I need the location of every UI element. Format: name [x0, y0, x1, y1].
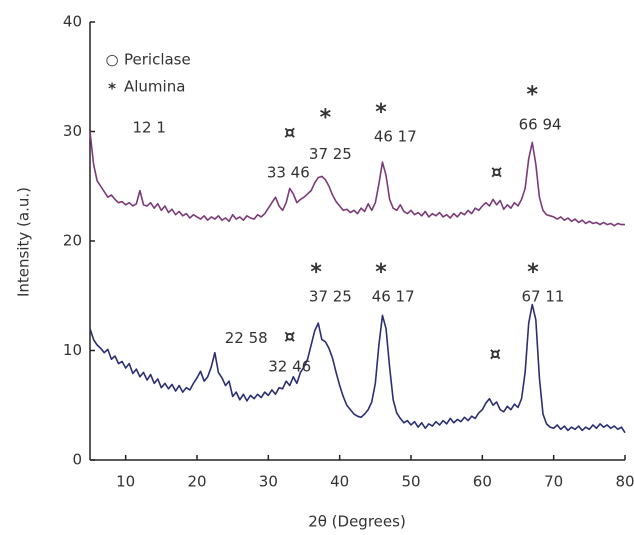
annotation: 12 1 — [133, 119, 166, 137]
annotation: * — [527, 82, 539, 107]
annotation: * — [375, 100, 387, 125]
x-axis-label: 2θ (Degrees) — [308, 513, 406, 531]
annotation: 37 25 — [309, 287, 352, 305]
annotation: * — [527, 260, 539, 285]
annotation: ¤ — [284, 123, 295, 144]
annotation: * — [320, 105, 332, 130]
annotation: * — [375, 260, 387, 285]
annotation: 32 46 — [268, 357, 311, 375]
annotation: 66 94 — [519, 115, 562, 133]
x-tick-label: 70 — [544, 473, 563, 491]
y-tick-label: 20 — [63, 232, 82, 250]
y-tick-label: 30 — [63, 122, 82, 140]
annotation: 46 17 — [372, 287, 415, 305]
legend-label: Periclase — [124, 51, 191, 69]
y-axis-label: Intensity (a.u.) — [15, 187, 33, 297]
x-tick-label: 40 — [330, 473, 349, 491]
annotation: ¤ — [284, 326, 295, 347]
y-tick-label: 0 — [72, 451, 82, 469]
annotation: 46 17 — [374, 127, 417, 145]
legend: ○ Periclase * Alumina — [105, 51, 190, 98]
x-tick-label: 80 — [615, 473, 634, 491]
series-line — [89, 131, 625, 227]
annotation: ¤ — [491, 162, 502, 183]
series-line — [89, 303, 626, 434]
legend-symbol: ○ — [105, 51, 118, 69]
x-tick-label: 60 — [473, 473, 492, 491]
legend-label: Alumina — [124, 78, 185, 96]
annotation: 37 25 — [309, 145, 352, 163]
y-tick-label: 40 — [63, 13, 82, 31]
legend-symbol: * — [108, 80, 116, 98]
y-tick-label: 10 — [63, 341, 82, 359]
annotation: 67 11 — [521, 287, 564, 305]
x-tick-label: 50 — [401, 473, 420, 491]
x-tick-label: 30 — [259, 473, 278, 491]
annotation: * — [310, 260, 322, 285]
annotation: 22 58 — [225, 329, 268, 347]
annotation: ¤ — [489, 344, 500, 365]
x-tick-label: 10 — [116, 473, 135, 491]
annotation: 33 46 — [267, 164, 310, 182]
x-tick-label: 20 — [187, 473, 206, 491]
